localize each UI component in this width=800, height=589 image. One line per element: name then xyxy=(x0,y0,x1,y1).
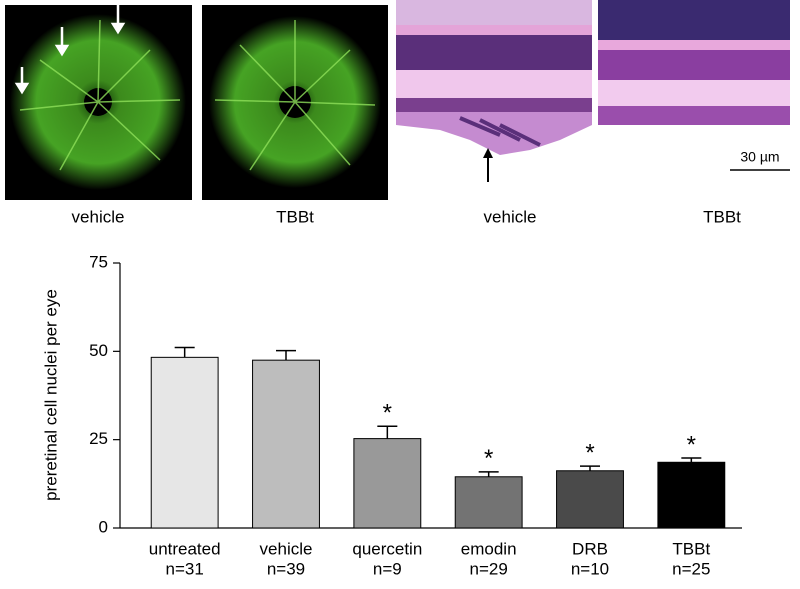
x-tick-label: DRB xyxy=(572,539,608,558)
error-bar xyxy=(681,457,702,463)
image-panel xyxy=(598,0,790,125)
x-tick-sublabel: n=29 xyxy=(470,559,508,578)
image-panel xyxy=(396,0,592,182)
error-bar xyxy=(478,471,499,477)
bar xyxy=(556,470,624,529)
bar xyxy=(252,359,320,529)
x-tick-sublabel: n=39 xyxy=(267,559,305,578)
x-tick-sublabel: n=25 xyxy=(672,559,710,578)
x-tick-sublabel: n=9 xyxy=(373,559,402,578)
y-tick-label: 0 xyxy=(99,517,108,536)
error-bar xyxy=(377,425,398,439)
y-axis-label: preretinal cell nuclei per eye xyxy=(41,289,60,501)
y-tick-label: 50 xyxy=(89,341,108,360)
error-bar xyxy=(276,349,296,361)
error-bar xyxy=(580,465,600,471)
x-tick-label: TBBt xyxy=(672,539,710,558)
bar xyxy=(454,476,523,529)
y-tick-label: 25 xyxy=(89,429,108,448)
bar xyxy=(657,461,726,529)
image-panel xyxy=(5,3,192,200)
significance-marker: * xyxy=(687,431,696,458)
x-tick-label: quercetin xyxy=(352,539,422,558)
x-tick-label: emodin xyxy=(461,539,517,558)
x-tick-sublabel: n=31 xyxy=(166,559,204,578)
caption: TBBt xyxy=(276,207,314,226)
y-tick-label: 75 xyxy=(89,252,108,271)
x-tick-sublabel: n=10 xyxy=(571,559,609,578)
image-panel xyxy=(202,5,388,200)
significance-marker: * xyxy=(383,400,392,427)
x-tick-label: vehicle xyxy=(260,539,313,558)
bar xyxy=(353,438,422,529)
caption: TBBt xyxy=(703,207,741,226)
significance-marker: * xyxy=(484,445,493,472)
bar xyxy=(150,356,219,529)
significance-marker: * xyxy=(585,440,594,467)
caption: vehicle xyxy=(72,207,125,226)
scale-bar-label: 30 µm xyxy=(740,149,779,165)
caption: vehicle xyxy=(484,207,537,226)
x-tick-label: untreated xyxy=(149,539,221,558)
error-bar xyxy=(174,346,195,358)
